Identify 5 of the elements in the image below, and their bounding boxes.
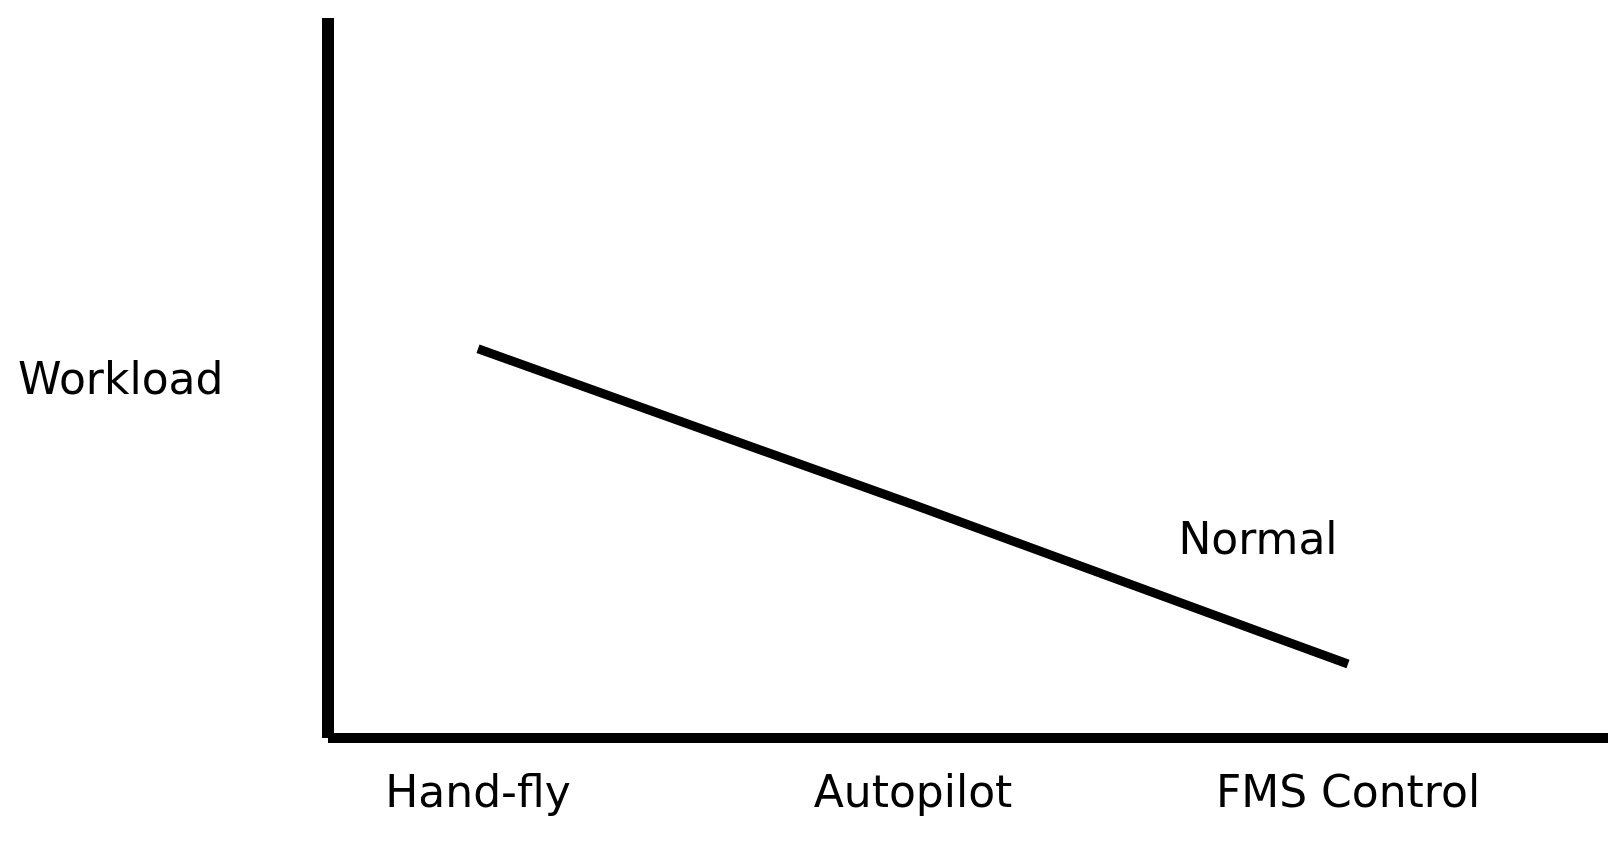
x-tick-label: Autopilot xyxy=(813,766,1013,818)
x-tick-label: Hand-fly xyxy=(385,766,571,818)
x-tick-label: FMS Control xyxy=(1215,766,1481,818)
series-label: Normal xyxy=(1178,513,1338,565)
y-axis-title: Workload xyxy=(18,352,224,404)
